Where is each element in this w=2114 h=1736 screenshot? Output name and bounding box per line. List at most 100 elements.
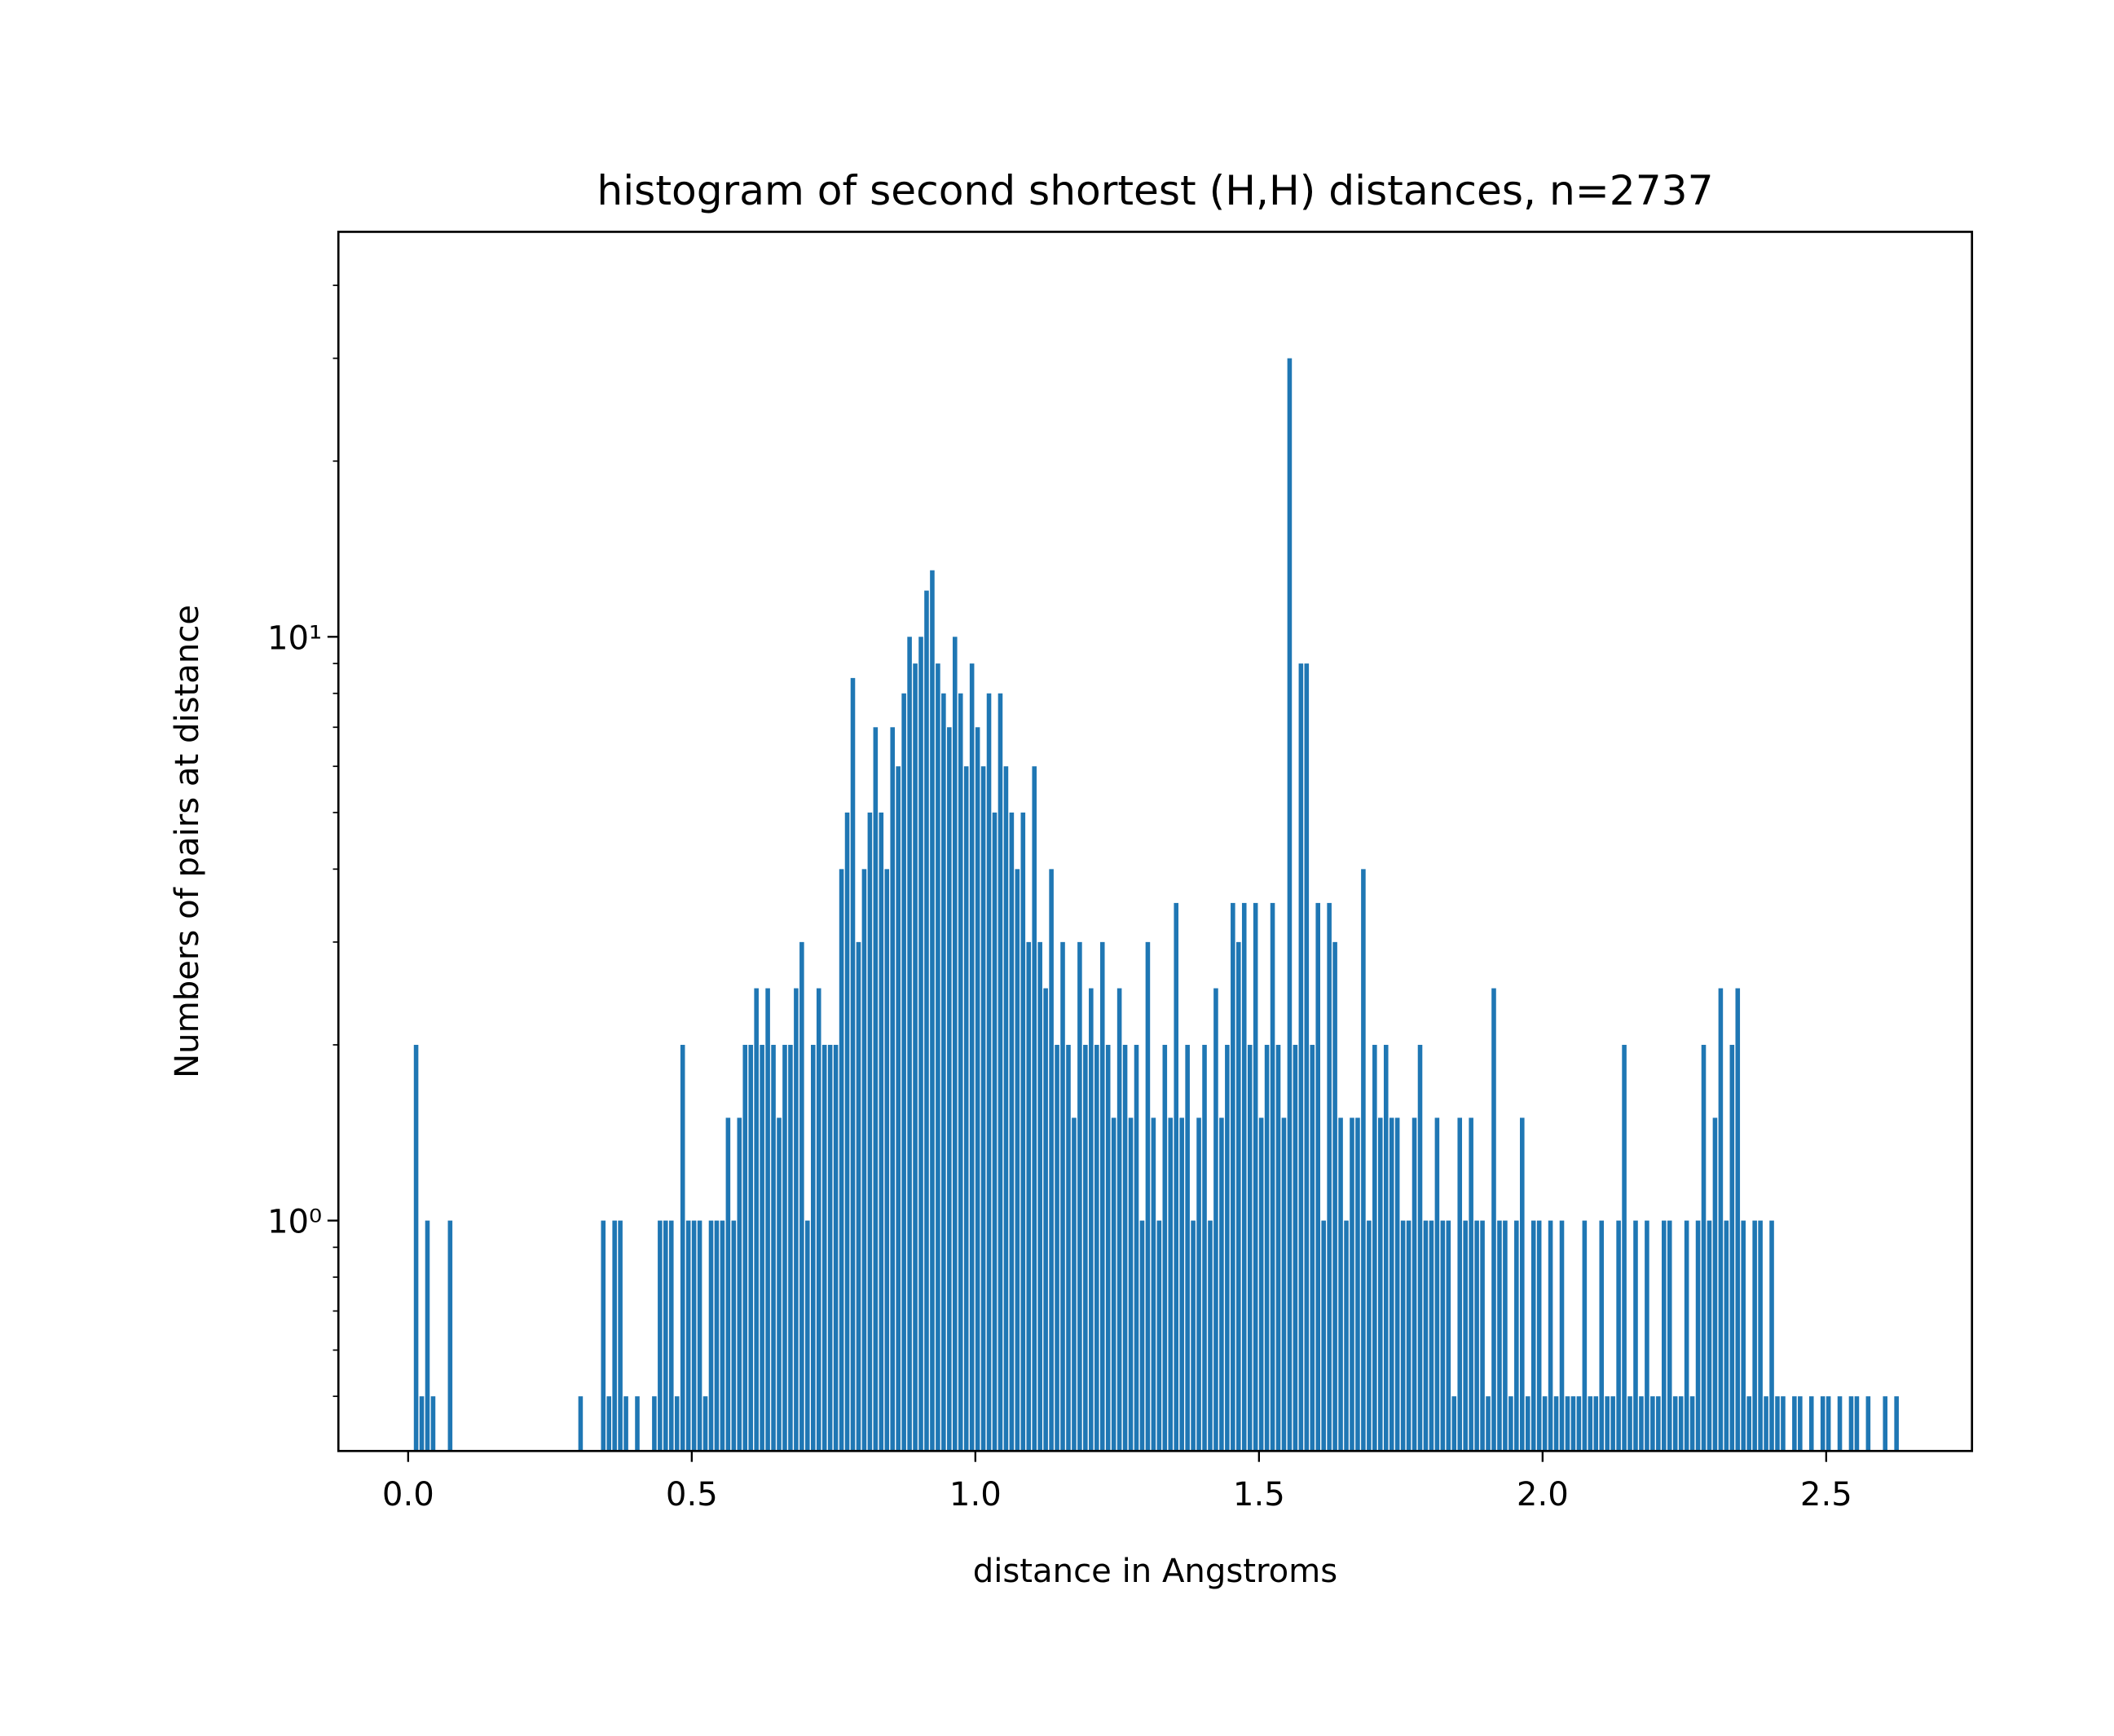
bar: [839, 869, 844, 1452]
bar: [1037, 941, 1042, 1452]
bar: [652, 1396, 657, 1452]
bar: [708, 1220, 714, 1452]
bar: [1066, 1044, 1071, 1452]
bar: [1111, 1117, 1116, 1452]
bar: [1718, 988, 1724, 1452]
bar: [1315, 902, 1321, 1452]
bar: [1179, 1117, 1184, 1452]
bar: [1128, 1117, 1134, 1452]
bar: [1072, 1117, 1077, 1452]
bar: [1894, 1396, 1899, 1452]
bar: [1570, 1396, 1576, 1452]
bar: [1542, 1396, 1548, 1452]
bar: [1338, 1117, 1343, 1452]
bar: [1253, 902, 1258, 1452]
bar: [1469, 1117, 1473, 1452]
bar: [1883, 1396, 1888, 1452]
bar: [635, 1396, 640, 1452]
bar: [1463, 1220, 1468, 1452]
bar: [425, 1220, 430, 1452]
bar: [1327, 902, 1332, 1452]
bar: [1122, 1044, 1128, 1452]
bar: [1588, 1396, 1593, 1452]
bar: [850, 677, 856, 1452]
bar: [1769, 1220, 1774, 1452]
bar: [1389, 1117, 1394, 1452]
x-axis-label: distance in Angstroms: [973, 1553, 1337, 1590]
bar: [1662, 1220, 1667, 1452]
bar: [748, 1044, 754, 1452]
bar: [799, 941, 804, 1452]
bar: [668, 1220, 674, 1452]
bar: [725, 1117, 731, 1452]
bar: [1236, 941, 1241, 1452]
x-tick-label: 2.0: [1517, 1476, 1569, 1513]
bar: [612, 1220, 617, 1452]
bar: [720, 1220, 725, 1452]
bar: [975, 727, 980, 1452]
bar: [1009, 812, 1015, 1452]
bar: [1486, 1396, 1491, 1452]
bar: [1752, 1220, 1757, 1452]
bar: [1293, 1044, 1298, 1452]
bar: [1559, 1220, 1565, 1452]
bar: [663, 1220, 668, 1452]
bar: [952, 637, 958, 1452]
bar: [1287, 358, 1293, 1452]
bar: [731, 1220, 737, 1452]
bar: [1678, 1396, 1684, 1452]
bar: [447, 1220, 453, 1452]
bar: [1689, 1396, 1695, 1452]
bar: [1258, 1117, 1264, 1452]
bar: [578, 1396, 584, 1452]
bar: [1792, 1396, 1797, 1452]
bar: [1270, 902, 1275, 1452]
bar: [1231, 902, 1235, 1452]
bar: [1667, 1220, 1672, 1452]
bar: [1355, 1117, 1360, 1452]
bar: [754, 988, 759, 1452]
bar: [1627, 1396, 1632, 1452]
bar: [1639, 1396, 1644, 1452]
bar: [1412, 1117, 1417, 1452]
bar: [941, 693, 946, 1452]
bar: [936, 663, 940, 1452]
bar: [1865, 1396, 1871, 1452]
bar: [992, 812, 998, 1452]
bar: [1565, 1396, 1570, 1452]
bar: [1616, 1220, 1621, 1452]
bar: [958, 693, 963, 1452]
bar: [1162, 1044, 1168, 1452]
bar: [1645, 1220, 1649, 1452]
bar: [1826, 1396, 1831, 1452]
bar: [1241, 902, 1247, 1452]
bar: [1406, 1220, 1412, 1452]
bar: [1622, 1044, 1627, 1452]
bar: [913, 663, 918, 1452]
bar: [1417, 1044, 1423, 1452]
bar: [1264, 1044, 1270, 1452]
bar: [1553, 1396, 1559, 1452]
bar: [1480, 1220, 1485, 1452]
bar: [816, 988, 821, 1452]
bar: [856, 941, 861, 1452]
bar: [1593, 1396, 1599, 1452]
bar: [986, 693, 992, 1452]
bar: [1695, 1220, 1701, 1452]
bar: [1321, 1220, 1326, 1452]
y-tick-label: 10⁰: [267, 1204, 322, 1241]
bar: [1361, 869, 1366, 1452]
bar: [1599, 1220, 1605, 1452]
bar: [1530, 1220, 1536, 1452]
bar: [1781, 1396, 1786, 1452]
bar: [742, 1044, 748, 1452]
bar: [1298, 663, 1304, 1452]
bar: [1089, 988, 1094, 1452]
bar: [674, 1396, 680, 1452]
bar: [697, 1220, 702, 1452]
bar: [685, 1220, 691, 1452]
bar: [1746, 1396, 1751, 1452]
bar: [1508, 1396, 1513, 1452]
bar: [1003, 766, 1009, 1452]
bars: [413, 358, 1899, 1452]
